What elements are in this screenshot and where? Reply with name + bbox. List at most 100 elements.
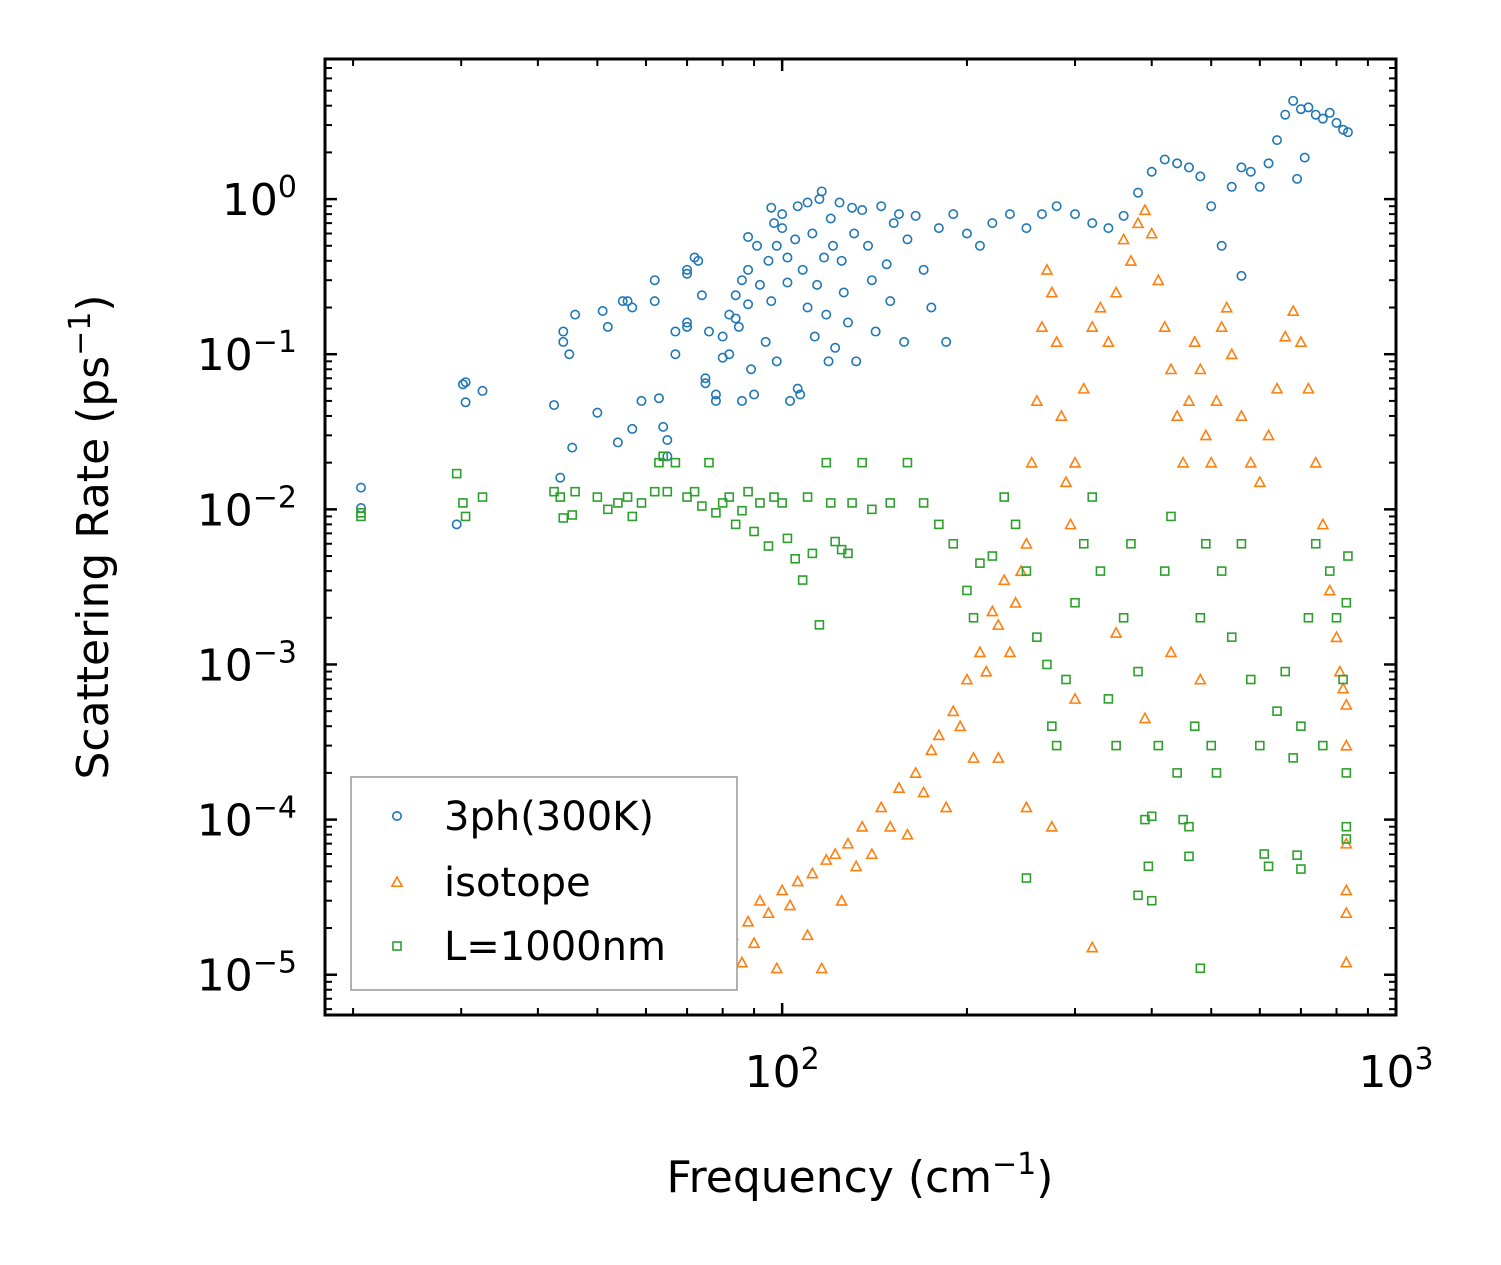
- point-2-13: [613, 498, 623, 508]
- point-1-14: [815, 961, 829, 974]
- point-0-34: [682, 321, 693, 332]
- point-2-98: [1272, 706, 1282, 716]
- point-0-96: [857, 205, 868, 216]
- point-0-7: [549, 400, 560, 411]
- point-1-36: [979, 664, 993, 677]
- point-2-103: [1310, 538, 1321, 549]
- point-2-29: [730, 519, 741, 530]
- point-2-50: [867, 504, 877, 515]
- point-0-98: [866, 275, 877, 286]
- y-tick-label-4: 10−4: [197, 791, 297, 847]
- point-1-4: [741, 914, 755, 927]
- point-0-77: [802, 302, 813, 313]
- point-0-55: [746, 364, 757, 375]
- point-0-92: [842, 317, 853, 328]
- point-1-97: [1339, 906, 1353, 919]
- point-1-78: [1235, 409, 1248, 421]
- point-0-29: [670, 326, 681, 337]
- point-2-114: [1133, 890, 1143, 901]
- point-0-72: [792, 201, 803, 212]
- point-1-60: [1124, 254, 1138, 266]
- point-1-55: [1085, 320, 1099, 332]
- point-2-78: [1143, 861, 1154, 872]
- point-2-3: [458, 498, 468, 508]
- point-1-18: [841, 836, 855, 849]
- point-0-93: [847, 202, 858, 213]
- point-1-30: [939, 800, 953, 813]
- point-0-62: [766, 296, 777, 307]
- point-2-73: [1111, 740, 1121, 751]
- point-1-31: [946, 704, 960, 717]
- point-0-58: [754, 279, 765, 290]
- point-1-70: [1188, 335, 1202, 347]
- point-1-9: [775, 883, 789, 896]
- point-0-86: [825, 213, 836, 224]
- point-0-124: [1133, 187, 1144, 198]
- point-1-59: [1117, 232, 1130, 245]
- point-2-39: [797, 575, 808, 585]
- point-1-54: [1077, 381, 1091, 394]
- point-1-25: [901, 827, 914, 840]
- point-1-40: [1003, 645, 1017, 658]
- point-0-26: [658, 421, 669, 432]
- point-1-72: [1199, 428, 1213, 441]
- point-2-20: [662, 486, 673, 497]
- point-2-84: [1178, 814, 1188, 825]
- point-2-45: [830, 536, 840, 547]
- point-0-83: [819, 252, 830, 263]
- point-1-103: [1020, 800, 1033, 813]
- point-0-3: [457, 379, 468, 390]
- point-2-76: [1133, 666, 1143, 677]
- point-1-81: [1262, 428, 1275, 441]
- point-2-75: [1126, 538, 1136, 549]
- point-0-146: [1338, 124, 1349, 135]
- point-0-133: [1236, 162, 1247, 173]
- point-0-80: [812, 279, 823, 290]
- point-2-40: [802, 492, 813, 502]
- point-1-104: [991, 751, 1005, 763]
- point-0-107: [910, 210, 921, 221]
- point-2-102: [1303, 612, 1314, 623]
- point-2-24: [697, 501, 707, 511]
- point-2-116: [1184, 851, 1194, 862]
- point-2-51: [885, 498, 896, 508]
- point-2-27: [717, 498, 728, 508]
- point-2-28: [724, 492, 735, 502]
- point-0-137: [1272, 135, 1283, 146]
- point-0-41: [710, 389, 721, 400]
- point-0-23: [649, 275, 660, 286]
- data-points: [355, 95, 1353, 974]
- point-0-111: [941, 336, 952, 347]
- legend-item-0: 3ph(300K): [391, 794, 654, 840]
- point-2-44: [825, 498, 836, 508]
- point-1-75: [1215, 320, 1229, 332]
- point-0-20: [627, 302, 638, 313]
- axis-ticks: [325, 58, 1398, 1015]
- tick-labels: 102 103 100 10−1 10−2 10−3 10−4 10−5: [197, 170, 1434, 1098]
- point-2-74: [1118, 612, 1129, 623]
- point-0-88: [830, 342, 841, 353]
- point-1-62: [1138, 203, 1152, 216]
- point-1-61: [1131, 216, 1145, 229]
- point-0-56: [749, 389, 760, 400]
- point-2-8: [558, 513, 569, 523]
- point-0-6: [477, 385, 488, 396]
- point-2-59: [987, 551, 998, 561]
- point-0-85: [823, 356, 834, 367]
- point-2-85: [1184, 821, 1194, 832]
- point-0-50: [736, 275, 747, 286]
- point-0-76: [802, 197, 813, 208]
- point-0-63: [769, 218, 780, 229]
- point-0-47: [730, 290, 741, 301]
- legend-marker-0: [391, 810, 402, 821]
- point-1-38: [991, 618, 1005, 630]
- point-2-52: [902, 457, 913, 468]
- point-2-36: [777, 498, 787, 508]
- point-0-150: [1236, 270, 1247, 281]
- point-1-69: [1182, 394, 1196, 406]
- point-2-21: [670, 457, 681, 468]
- y-tick-label-5: 10−5: [197, 946, 297, 1002]
- point-2-34: [763, 541, 774, 551]
- point-0-69: [782, 277, 793, 288]
